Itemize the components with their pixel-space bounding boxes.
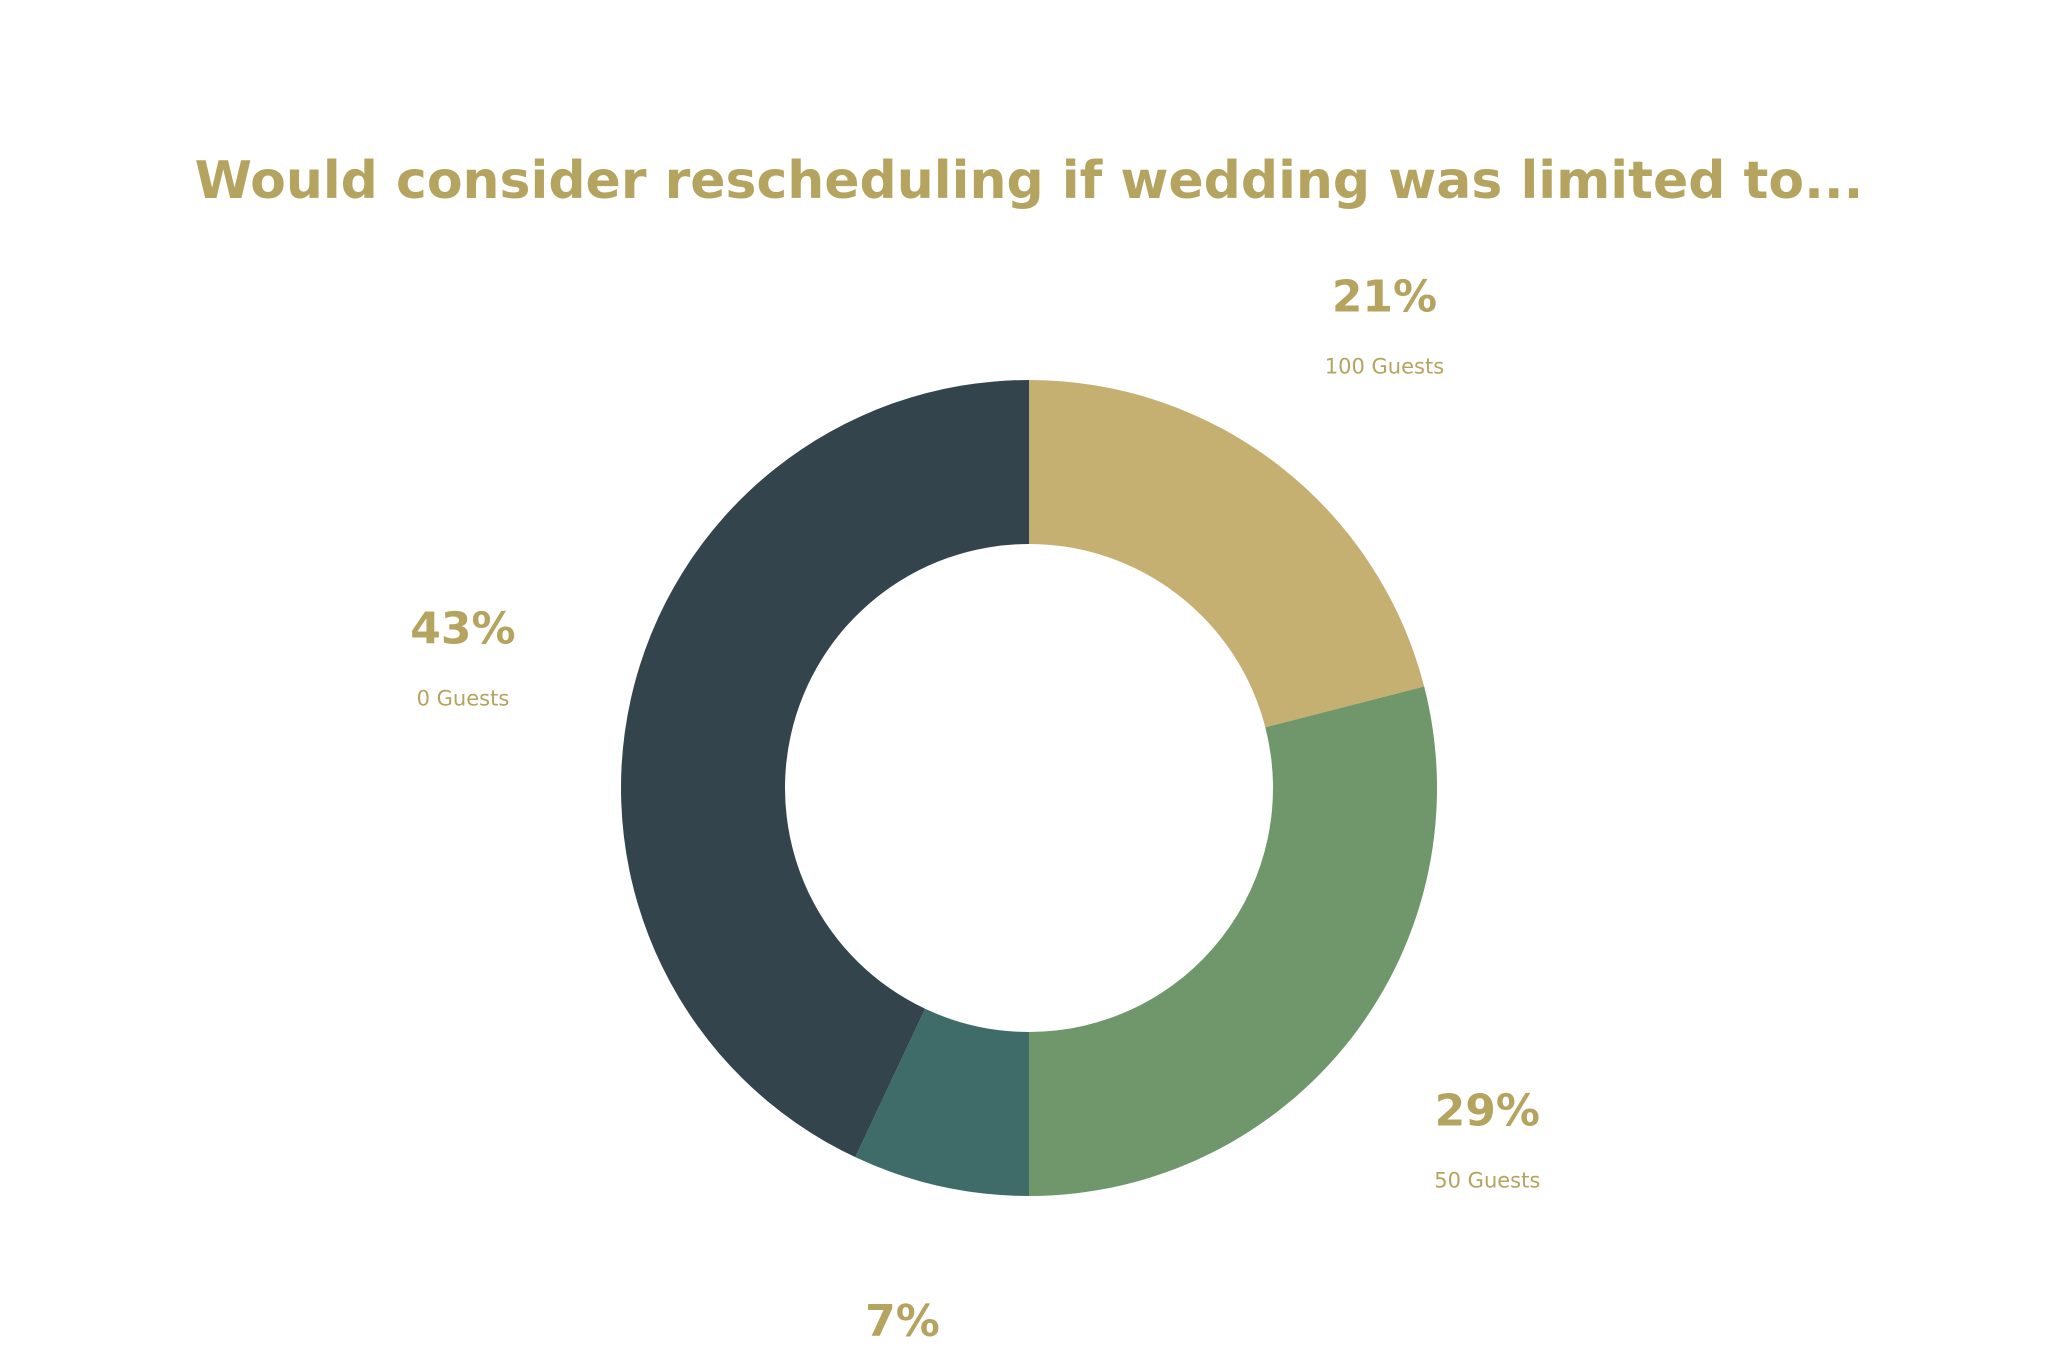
chart-title: Would consider rescheduling if wedding w… <box>195 151 1864 211</box>
pie-slice <box>1029 686 1437 1196</box>
pie-slice <box>855 1008 1029 1196</box>
value-label: 29% <box>1435 1085 1540 1136</box>
category-label: 0 Guests <box>417 686 510 710</box>
pie-slice <box>1029 380 1425 728</box>
category-label: 100 Guests <box>1325 355 1444 379</box>
value-label: 21% <box>1332 272 1437 323</box>
pie-slice <box>621 380 1029 1158</box>
value-label: 7% <box>865 1296 940 1347</box>
value-label: 43% <box>410 603 515 654</box>
category-label: 50 Guests <box>1434 1168 1540 1192</box>
